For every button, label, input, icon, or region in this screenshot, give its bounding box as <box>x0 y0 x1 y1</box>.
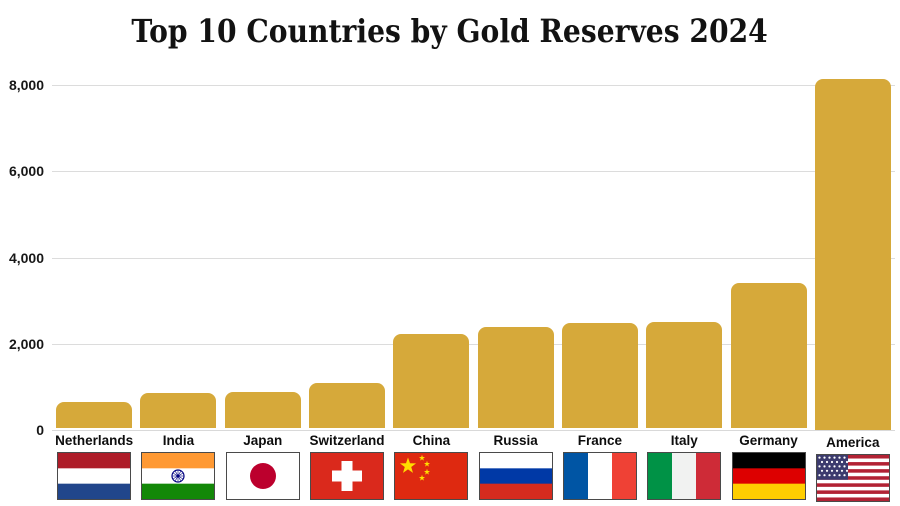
chart-column-de: Germany <box>726 85 810 500</box>
country-label-america: America <box>826 435 880 450</box>
chart-title: Top 10 Countries by Gold Reserves 2024 <box>0 10 900 52</box>
bar-zone <box>558 85 642 428</box>
bar-india <box>140 392 217 428</box>
bar-russia <box>477 327 554 428</box>
y-tick-label-8000: 8,000 <box>8 77 44 93</box>
bar-zone <box>136 85 220 428</box>
bar-zone <box>473 85 557 428</box>
y-tick-label-0: 0 <box>36 422 44 438</box>
gridline-4000 <box>52 257 895 259</box>
netherlands-flag-icon <box>57 452 132 500</box>
bar-america <box>814 79 891 430</box>
gridline-2000 <box>52 343 895 345</box>
country-label-italy: Italy <box>670 433 698 448</box>
chart-column-ru: Russia <box>473 85 557 500</box>
y-tick-label-2000: 2,000 <box>8 335 44 352</box>
bar-zone <box>52 85 136 428</box>
country-label-switzerland: Switzerland <box>309 433 385 448</box>
country-label-netherlands: Netherlands <box>55 433 134 448</box>
italy-flag-icon <box>647 452 722 500</box>
bar-germany <box>730 283 807 428</box>
germany-flag-icon <box>731 452 806 500</box>
y-tick-label-4000: 4,000 <box>8 249 44 266</box>
country-label-russia: Russia <box>493 433 538 448</box>
bar-zone <box>389 85 473 428</box>
chart-column-us: America <box>811 79 895 502</box>
america-flag-icon <box>815 454 890 502</box>
chart-title-text: Top 10 Countries by Gold Reserves 2024 <box>131 12 769 50</box>
bar-zone <box>811 79 895 430</box>
france-flag-icon <box>562 452 637 500</box>
chart-column-fr: France <box>558 85 642 500</box>
plot-area: Netherlands India Japan Switzerland China Rus… <box>52 79 895 502</box>
switzerland-flag-icon <box>310 452 385 500</box>
india-flag-icon <box>141 452 216 500</box>
chart-column-ch: Switzerland <box>305 85 389 500</box>
chart-column-jp: Japan <box>221 85 305 500</box>
china-flag-icon <box>394 452 469 500</box>
country-label-japan: Japan <box>243 433 283 448</box>
country-label-germany: Germany <box>739 433 798 448</box>
x-axis-line <box>52 430 895 431</box>
bar-netherlands <box>56 401 133 428</box>
y-axis: 0 2,000 4,000 6,000 8,000 <box>0 77 44 438</box>
bar-china <box>393 333 470 428</box>
bar-zone <box>642 85 726 428</box>
bar-japan <box>224 391 301 428</box>
gridline-8000 <box>52 85 895 86</box>
country-label-india: India <box>162 433 195 448</box>
bar-columns: Netherlands India Japan Switzerland China Rus… <box>52 79 895 502</box>
chart-column-it: Italy <box>642 85 726 500</box>
chart-column-cn: China <box>389 85 473 500</box>
gridline-6000 <box>52 171 895 173</box>
y-tick-label-6000: 6,000 <box>8 163 44 180</box>
russia-flag-icon <box>478 452 553 500</box>
bar-switzerland <box>309 383 386 428</box>
bar-france <box>561 322 638 428</box>
bar-zone <box>726 85 810 428</box>
country-label-china: China <box>412 433 451 448</box>
chart-column-nl: Netherlands <box>52 85 136 500</box>
japan-flag-icon <box>225 452 300 500</box>
chart-column-in: India <box>136 85 220 500</box>
bar-zone <box>221 85 305 428</box>
bar-italy <box>646 322 723 428</box>
country-label-france: France <box>577 433 623 448</box>
bar-zone <box>305 85 389 428</box>
